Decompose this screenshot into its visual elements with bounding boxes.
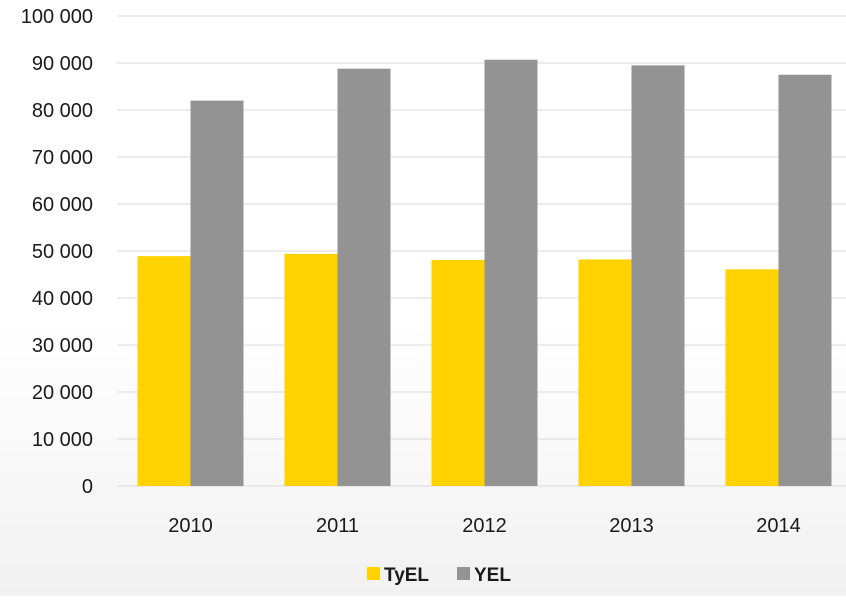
y-tick-label: 80 000 [32,100,93,122]
y-tick-label: 30 000 [32,335,93,357]
bar-yel-2013 [631,65,685,486]
x-tick-label: 2011 [316,515,359,537]
bar-yel-2014 [778,74,832,486]
bar-tyel-2010 [137,256,191,486]
y-tick-label: 90 000 [32,53,93,75]
x-tick-label: 2010 [168,515,213,537]
y-tick-label: 100 000 [21,6,93,28]
bar-tyel-2012 [431,259,485,486]
bar-tyel-2011 [284,253,338,486]
y-tick-label: 60 000 [32,194,93,216]
legend-swatch-yel [457,567,470,580]
bar-yel-2011 [337,68,391,486]
y-axis-tick-labels: 0 10 000 20 000 30 000 40 000 50 000 60 000 70 … [21,6,93,498]
y-tick-label: 40 000 [32,288,93,310]
bar-tyel-2013 [578,259,632,486]
legend-swatch-tyel [367,567,380,580]
x-tick-label: 2012 [462,515,507,537]
bar-yel-2012 [484,59,538,487]
x-tick-label: 2014 [756,515,801,537]
y-tick-label: 50 000 [32,241,93,263]
bar-yel-2010 [190,100,244,486]
y-tick-label: 0 [82,476,93,498]
bar-tyel-2014 [725,269,779,486]
legend: TyEL YEL [367,565,511,586]
legend-label-tyel: TyEL [384,565,429,586]
legend-label-yel: YEL [474,565,511,586]
y-tick-label: 10 000 [32,429,93,451]
x-tick-label: 2013 [609,515,654,537]
x-axis-tick-labels: 2010 2011 2012 2013 2014 [168,515,801,537]
y-tick-label: 20 000 [32,382,93,404]
bars [137,59,832,487]
y-tick-label: 70 000 [32,147,93,169]
